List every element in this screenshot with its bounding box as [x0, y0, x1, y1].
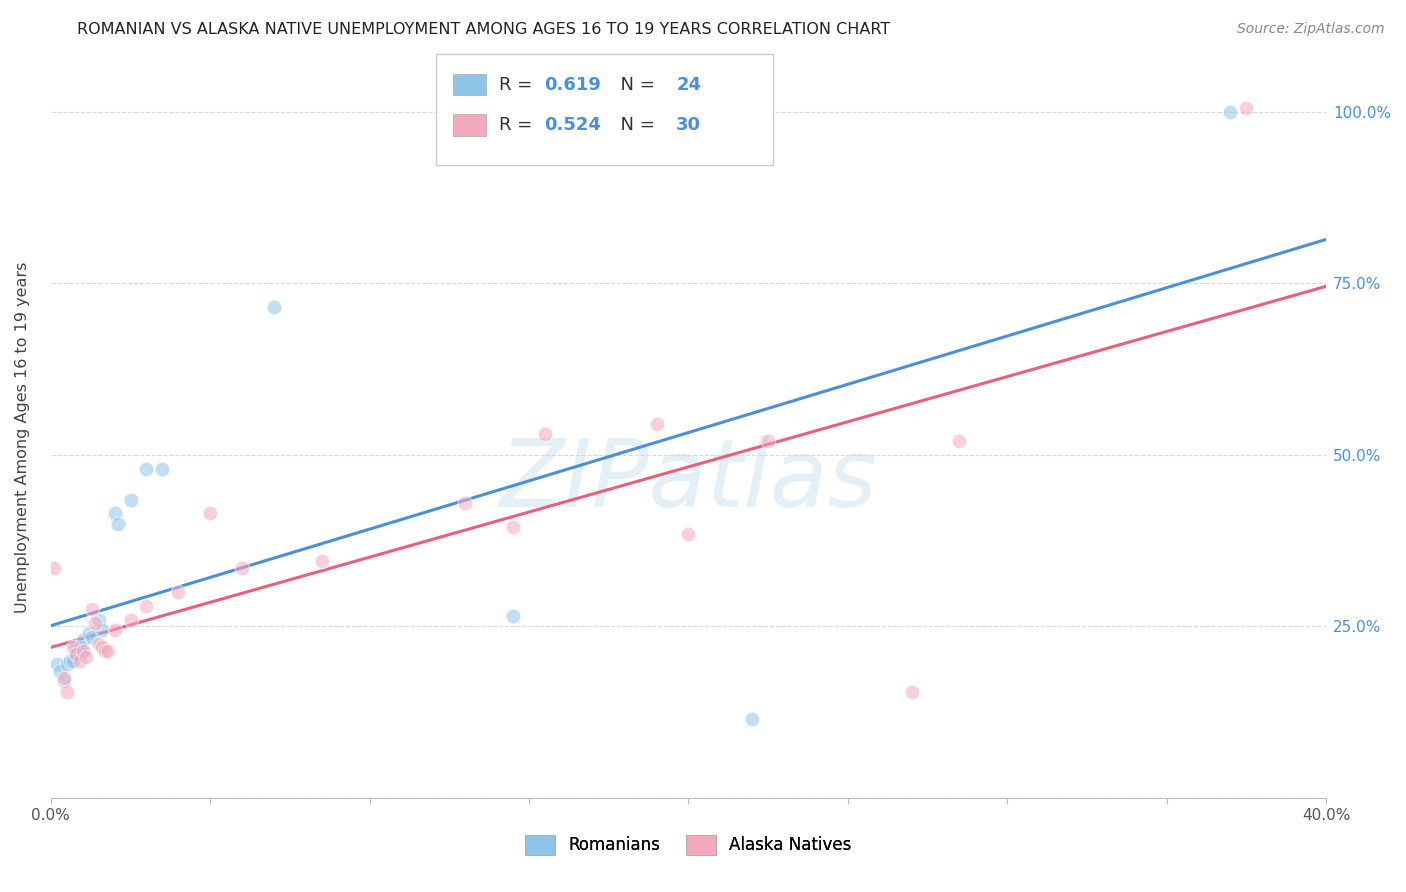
- Point: [42, 561, 65, 575]
- Point: [120, 492, 142, 507]
- Point: [72, 633, 94, 648]
- Text: R =: R =: [499, 76, 538, 94]
- Point: [77, 626, 100, 640]
- Point: [62, 654, 84, 668]
- Point: [231, 561, 253, 575]
- Point: [454, 496, 477, 510]
- Text: 30: 30: [676, 116, 702, 134]
- Text: N =: N =: [609, 76, 661, 94]
- Point: [94, 643, 117, 657]
- Point: [135, 599, 157, 613]
- Point: [107, 516, 129, 531]
- Point: [104, 623, 127, 637]
- Point: [82, 602, 104, 616]
- Point: [82, 630, 104, 644]
- Point: [75, 650, 97, 665]
- Point: [948, 434, 970, 449]
- Point: [65, 640, 87, 654]
- Point: [52, 674, 75, 689]
- Point: [52, 671, 75, 685]
- Point: [167, 585, 190, 599]
- Point: [263, 301, 285, 315]
- Point: [97, 643, 120, 657]
- Text: R =: R =: [499, 116, 538, 134]
- Point: [87, 613, 110, 627]
- Point: [46, 657, 69, 672]
- Point: [72, 643, 94, 657]
- Text: 0.619: 0.619: [544, 76, 600, 94]
- Point: [87, 637, 110, 651]
- Point: [900, 684, 922, 698]
- Point: [65, 647, 87, 661]
- Point: [502, 609, 524, 624]
- Legend: Romanians, Alaska Natives: Romanians, Alaska Natives: [519, 828, 858, 862]
- Point: [1219, 104, 1241, 119]
- Point: [135, 461, 157, 475]
- Text: 0.524: 0.524: [544, 116, 600, 134]
- Point: [62, 640, 84, 654]
- Point: [502, 520, 524, 534]
- Point: [65, 647, 87, 661]
- Point: [1234, 101, 1257, 115]
- Text: ROMANIAN VS ALASKA NATIVE UNEMPLOYMENT AMONG AGES 16 TO 19 YEARS CORRELATION CHA: ROMANIAN VS ALASKA NATIVE UNEMPLOYMENT A…: [77, 22, 890, 37]
- Point: [49, 664, 72, 678]
- Point: [152, 461, 174, 475]
- Point: [741, 712, 763, 726]
- Point: [69, 640, 91, 654]
- Point: [311, 554, 333, 568]
- Point: [756, 434, 779, 449]
- Point: [104, 506, 127, 520]
- Point: [90, 623, 112, 637]
- Point: [678, 526, 700, 541]
- Point: [84, 615, 107, 630]
- Point: [69, 654, 91, 668]
- Point: [59, 654, 82, 668]
- Text: 24: 24: [676, 76, 702, 94]
- Point: [90, 640, 112, 654]
- Point: [55, 657, 77, 672]
- Point: [120, 613, 142, 627]
- Text: Source: ZipAtlas.com: Source: ZipAtlas.com: [1237, 22, 1385, 37]
- Text: ZIPatlas: ZIPatlas: [499, 435, 877, 526]
- Point: [200, 506, 222, 520]
- Point: [645, 417, 668, 431]
- Y-axis label: Unemployment Among Ages 16 to 19 years: Unemployment Among Ages 16 to 19 years: [15, 262, 30, 614]
- Text: N =: N =: [609, 116, 661, 134]
- Point: [55, 684, 77, 698]
- Point: [72, 643, 94, 657]
- Point: [534, 427, 557, 442]
